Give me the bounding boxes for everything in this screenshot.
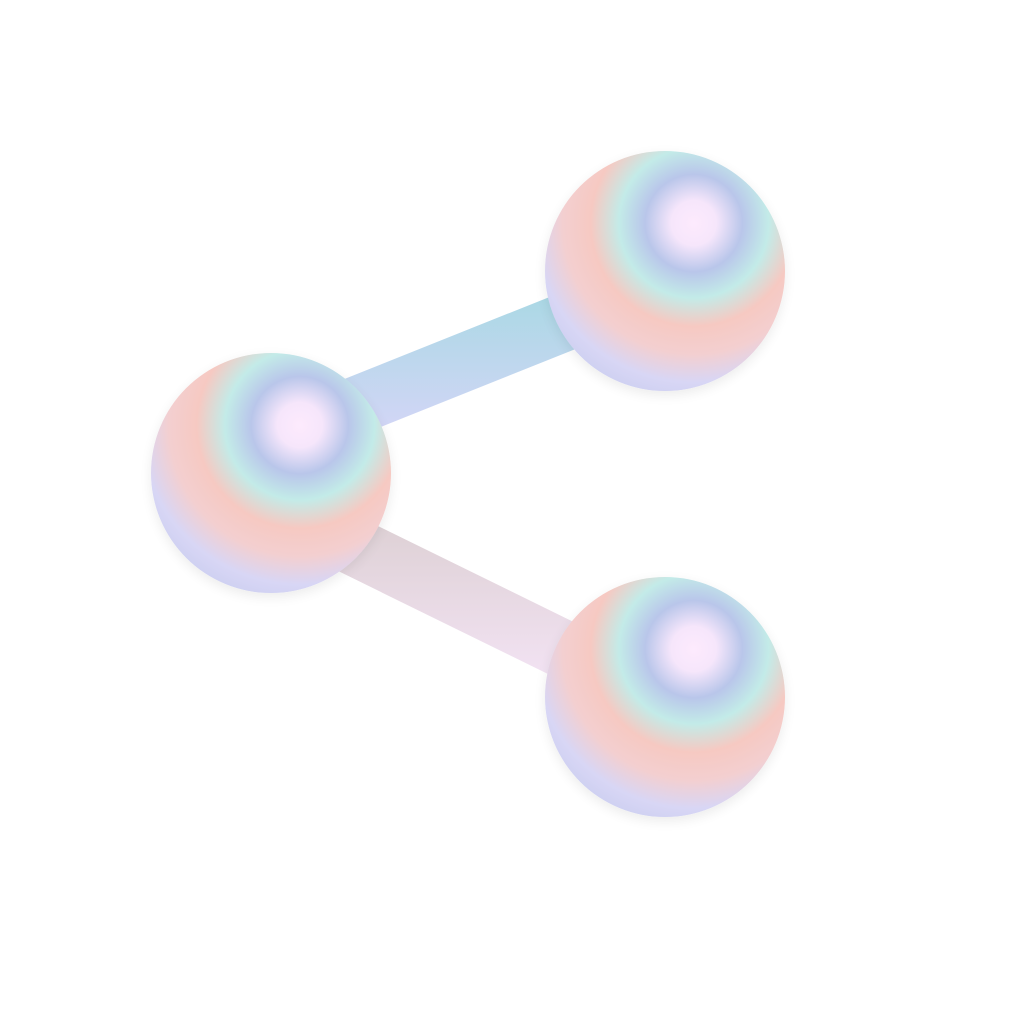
share-nodes [151, 151, 785, 817]
node-left [151, 353, 391, 593]
node-bottom-right [545, 577, 785, 817]
node-top-right [545, 151, 785, 391]
